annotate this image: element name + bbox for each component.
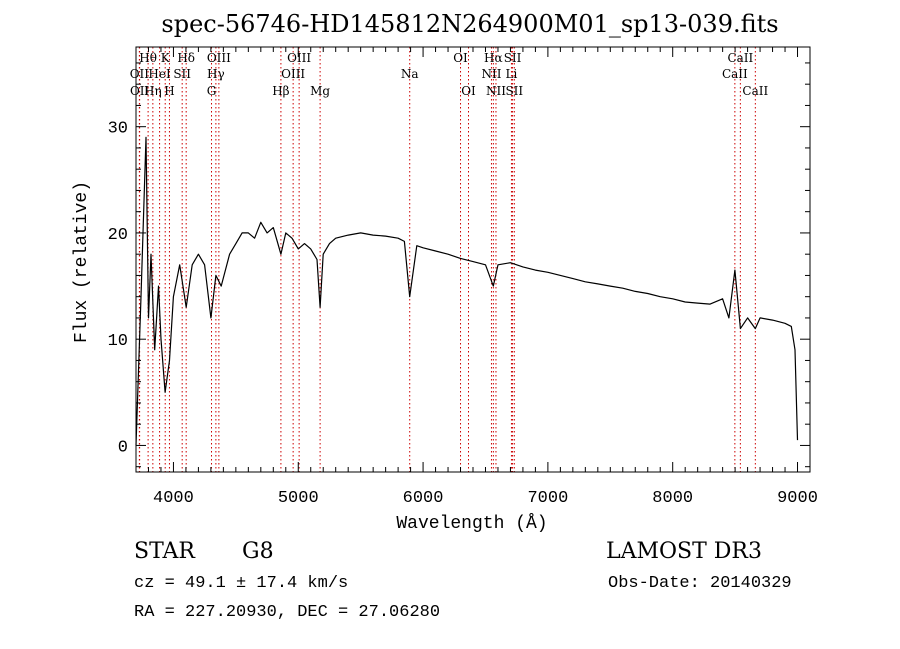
line-marker-label: NII xyxy=(481,67,501,81)
line-marker-label: OI xyxy=(461,84,476,98)
coords-line: RA = 227.20930, DEC = 27.06280 xyxy=(134,603,441,622)
line-marker-label: SII xyxy=(505,84,523,98)
chart-title: spec-56746-HD145812N264900M01_sp13-039.f… xyxy=(161,10,778,38)
line-marker-label: HeI xyxy=(148,67,171,81)
line-marker-label: H xyxy=(164,84,174,98)
line-marker-label: Hβ xyxy=(272,84,289,98)
line-marker-label: G xyxy=(207,84,217,98)
x-tick-label: 4000 xyxy=(153,489,194,508)
x-tick-label: 9000 xyxy=(777,489,818,508)
y-tick-label: 30 xyxy=(108,120,128,139)
x-tick-label: 7000 xyxy=(527,489,568,508)
flux-series-line xyxy=(135,136,799,446)
survey-name: LAMOST DR3 xyxy=(606,539,762,564)
y-tick-label: 10 xyxy=(108,332,128,351)
y-tick-label: 20 xyxy=(108,226,128,245)
line-marker-label: Li xyxy=(506,67,518,81)
line-marker-label: OIII xyxy=(207,51,231,65)
axis-ticks: 4000 5000 6000 7000 8000 9000 0 10 20 30 xyxy=(108,47,818,508)
line-marker-label: Hδ xyxy=(177,51,195,65)
line-marker-label: Hθ xyxy=(139,51,157,65)
redshift-line: cz = 49.1 ± 17.4 km/s xyxy=(134,574,349,593)
line-marker-label: SII xyxy=(504,51,522,65)
line-marker-label: SII xyxy=(173,67,191,81)
line-marker-label: OIII xyxy=(287,51,311,65)
line-marker-label: NII xyxy=(486,84,506,98)
obs-date-line: Obs-Date: 20140329 xyxy=(608,574,792,593)
line-marker-label: CaII xyxy=(742,84,768,98)
x-tick-label: 5000 xyxy=(278,489,319,508)
x-tick-label: 6000 xyxy=(403,489,444,508)
line-marker-label: OIII xyxy=(281,67,305,81)
x-tick-label: 8000 xyxy=(652,489,693,508)
line-marker-label: OI xyxy=(453,51,468,65)
line-marker-label: Mg xyxy=(310,84,330,98)
line-markers xyxy=(138,47,756,472)
line-marker-label: Hα xyxy=(484,51,503,65)
line-marker-label: Hη xyxy=(144,84,162,98)
line-marker-label: K xyxy=(161,51,171,65)
plot-frame xyxy=(135,46,811,473)
object-class: STAR xyxy=(134,539,195,564)
x-axis-label: Wavelength (Å) xyxy=(396,513,547,534)
y-axis-label: Flux (relative) xyxy=(72,181,92,343)
line-marker-label: CaII xyxy=(727,51,753,65)
y-tick-label: 0 xyxy=(118,438,128,457)
line-marker-label: OII xyxy=(130,67,150,81)
line-marker-label: CaII xyxy=(722,67,748,81)
subclass: G8 xyxy=(242,539,274,564)
line-marker-label: OII xyxy=(130,84,150,98)
line-marker-label: Na xyxy=(401,67,419,81)
line-marker-label: Hγ xyxy=(207,67,225,81)
